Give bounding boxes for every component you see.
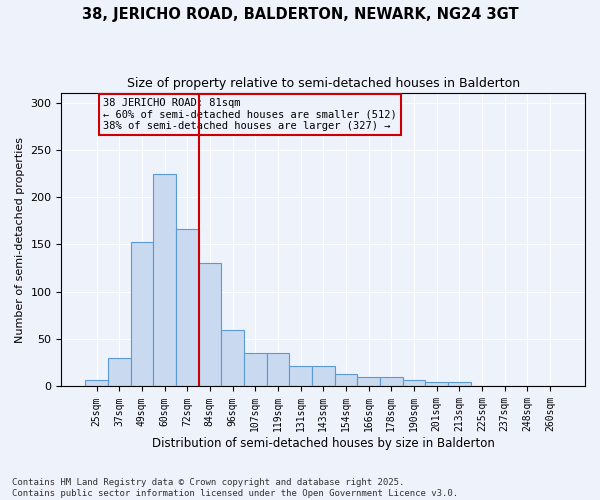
Bar [448, 382, 470, 386]
Bar [153, 174, 176, 386]
Bar [425, 382, 448, 386]
Bar [266, 354, 289, 386]
Bar [244, 354, 266, 386]
Bar [289, 366, 312, 386]
Bar [335, 374, 357, 386]
Bar [199, 264, 221, 386]
Y-axis label: Number of semi-detached properties: Number of semi-detached properties [15, 137, 25, 343]
Bar [380, 377, 403, 386]
Bar [221, 330, 244, 386]
Text: 38, JERICHO ROAD, BALDERTON, NEWARK, NG24 3GT: 38, JERICHO ROAD, BALDERTON, NEWARK, NG2… [82, 8, 518, 22]
Text: Contains HM Land Registry data © Crown copyright and database right 2025.
Contai: Contains HM Land Registry data © Crown c… [12, 478, 458, 498]
X-axis label: Distribution of semi-detached houses by size in Balderton: Distribution of semi-detached houses by … [152, 437, 494, 450]
Bar [357, 377, 380, 386]
Bar [85, 380, 108, 386]
Bar [312, 366, 335, 386]
Bar [108, 358, 131, 386]
Bar [131, 242, 153, 386]
Bar [403, 380, 425, 386]
Bar [176, 230, 199, 386]
Text: 38 JERICHO ROAD: 81sqm
← 60% of semi-detached houses are smaller (512)
38% of se: 38 JERICHO ROAD: 81sqm ← 60% of semi-det… [103, 98, 397, 131]
Title: Size of property relative to semi-detached houses in Balderton: Size of property relative to semi-detach… [127, 78, 520, 90]
